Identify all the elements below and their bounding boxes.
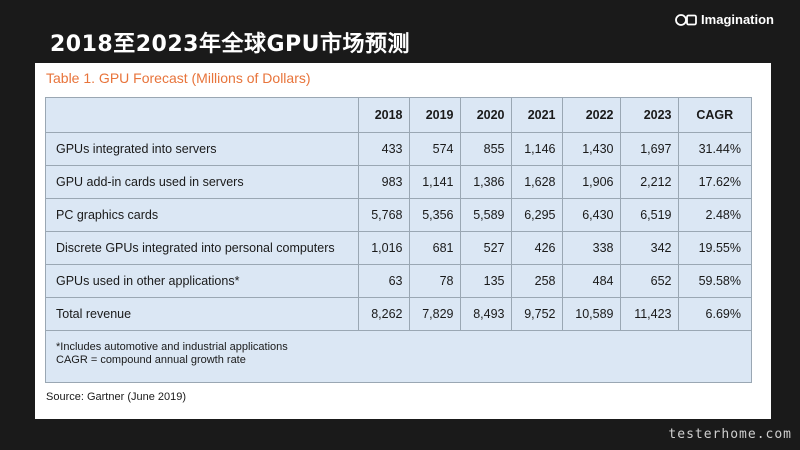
- table-row: GPU add-in cards used in servers 983 1,141…: [46, 165, 751, 199]
- value-cell: 1,628: [511, 165, 563, 199]
- value-cell: 433: [358, 132, 410, 166]
- value-cell: 258: [511, 264, 563, 298]
- note-line: CAGR = compound annual growth rate: [56, 354, 246, 366]
- table-panel: Table 1. GPU Forecast (Millions of Dolla…: [35, 63, 771, 419]
- cagr-cell: 59.58%: [678, 264, 751, 298]
- value-cell: 1,386: [460, 165, 512, 199]
- value-cell: 1,141: [409, 165, 461, 199]
- source-note: Source: Gartner (June 2019): [46, 391, 187, 403]
- value-cell: 484: [562, 264, 621, 298]
- value-cell: 5,356: [409, 198, 461, 232]
- row-label: GPUs integrated into servers: [46, 132, 359, 166]
- value-cell: 574: [409, 132, 461, 166]
- value-cell: 1,146: [511, 132, 563, 166]
- value-cell: 652: [620, 264, 679, 298]
- slide-title: 2018至2023年全球GPU市场预测: [50, 32, 411, 57]
- header-cell-year: 2019: [409, 98, 461, 133]
- table-row: Discrete GPUs integrated into personal c…: [46, 231, 751, 265]
- value-cell: 1,906: [562, 165, 621, 199]
- value-cell: 338: [562, 231, 621, 265]
- header-cell-year: 2023: [620, 98, 679, 133]
- value-cell: 7,829: [409, 297, 461, 331]
- brand-name: Imagination: [701, 12, 774, 27]
- value-cell: 1,430: [562, 132, 621, 166]
- header-cell-cagr: CAGR: [678, 98, 751, 133]
- table-row: Total revenue 8,262 7,829 8,493 9,752 10,589 1…: [46, 297, 751, 331]
- forecast-table: 2018 2019 2020 2021 2022 2023 CAGR GPUs …: [45, 97, 752, 383]
- header-cell-year: 2022: [562, 98, 621, 133]
- table-notes: *Includes automotive and industrial appl…: [56, 341, 288, 367]
- cagr-cell: 17.62%: [678, 165, 751, 199]
- value-cell: 5,589: [460, 198, 512, 232]
- value-cell: 855: [460, 132, 512, 166]
- value-cell: 6,295: [511, 198, 563, 232]
- header-cell-year: 2021: [511, 98, 563, 133]
- value-cell: 78: [409, 264, 461, 298]
- row-label: Discrete GPUs integrated into personal c…: [46, 231, 359, 265]
- value-cell: 426: [511, 231, 563, 265]
- cagr-cell: 31.44%: [678, 132, 751, 166]
- row-label: GPUs used in other applications*: [46, 264, 359, 298]
- table-row: GPUs integrated into servers 433 574 855 1,1…: [46, 132, 751, 166]
- row-label: GPU add-in cards used in servers: [46, 165, 359, 199]
- cagr-cell: 6.69%: [678, 297, 751, 331]
- header-cell-year: 2018: [358, 98, 410, 133]
- value-cell: 10,589: [562, 297, 621, 331]
- header-cell-year: 2020: [460, 98, 512, 133]
- row-label: Total revenue: [46, 297, 359, 331]
- brand-logo: Imagination: [675, 12, 774, 27]
- value-cell: 8,493: [460, 297, 512, 331]
- imagination-logo-icon: [675, 13, 697, 26]
- value-cell: 983: [358, 165, 410, 199]
- watermark-text: testerhome.com: [668, 427, 792, 442]
- value-cell: 1,016: [358, 231, 410, 265]
- value-cell: 135: [460, 264, 512, 298]
- note-line: *Includes automotive and industrial appl…: [56, 341, 288, 353]
- cagr-cell: 2.48%: [678, 198, 751, 232]
- value-cell: 342: [620, 231, 679, 265]
- value-cell: 5,768: [358, 198, 410, 232]
- value-cell: 8,262: [358, 297, 410, 331]
- value-cell: 9,752: [511, 297, 563, 331]
- header-cell-label: [46, 98, 359, 133]
- value-cell: 527: [460, 231, 512, 265]
- value-cell: 1,697: [620, 132, 679, 166]
- table-row: GPUs used in other applications* 63 78 135 2…: [46, 264, 751, 298]
- row-label: PC graphics cards: [46, 198, 359, 232]
- table-header-row: 2018 2019 2020 2021 2022 2023 CAGR: [46, 98, 751, 133]
- cagr-cell: 19.55%: [678, 231, 751, 265]
- value-cell: 11,423: [620, 297, 679, 331]
- value-cell: 2,212: [620, 165, 679, 199]
- table-row: PC graphics cards 5,768 5,356 5,589 6,295 6,4…: [46, 198, 751, 232]
- value-cell: 63: [358, 264, 410, 298]
- value-cell: 6,430: [562, 198, 621, 232]
- value-cell: 6,519: [620, 198, 679, 232]
- table-caption: Table 1. GPU Forecast (Millions of Dolla…: [46, 70, 311, 86]
- value-cell: 681: [409, 231, 461, 265]
